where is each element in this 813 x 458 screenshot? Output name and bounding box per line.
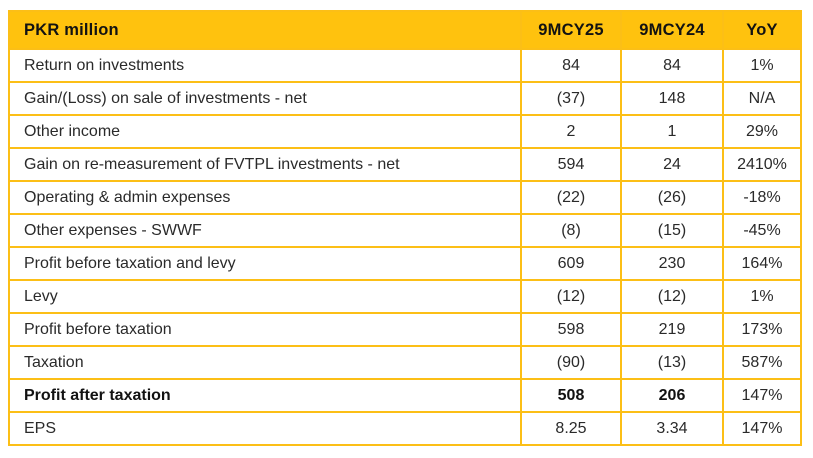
table-row: Other expenses - SWWF (8) (15) -45%	[8, 213, 802, 248]
value-9mcy25: (22)	[520, 180, 622, 215]
row-label: Levy	[8, 279, 522, 314]
value-9mcy25: (12)	[520, 279, 622, 314]
value-yoy: 173%	[722, 312, 802, 347]
value-yoy: N/A	[722, 81, 802, 116]
value-9mcy24: 230	[620, 246, 724, 281]
table-row: Taxation (90) (13) 587%	[8, 345, 802, 380]
value-yoy: 1%	[722, 279, 802, 314]
value-yoy: -18%	[722, 180, 802, 215]
value-yoy: 587%	[722, 345, 802, 380]
value-9mcy24: 219	[620, 312, 724, 347]
value-9mcy25: (8)	[520, 213, 622, 248]
value-9mcy25: 8.25	[520, 411, 622, 446]
table-row-profit-after-taxation: Profit after taxation 508 206 147%	[8, 378, 802, 413]
row-label: Other expenses - SWWF	[8, 213, 522, 248]
header-yoy: YoY	[722, 10, 802, 50]
value-9mcy24: (26)	[620, 180, 724, 215]
value-9mcy25: 594	[520, 147, 622, 182]
value-9mcy25: (37)	[520, 81, 622, 116]
row-label: Profit before taxation	[8, 312, 522, 347]
row-label: Profit after taxation	[8, 378, 522, 413]
table-row: Profit before taxation and levy 609 230 …	[8, 246, 802, 281]
value-9mcy24: 3.34	[620, 411, 724, 446]
table-row: Levy (12) (12) 1%	[8, 279, 802, 314]
value-9mcy25: 508	[520, 378, 622, 413]
value-yoy: 29%	[722, 114, 802, 149]
value-9mcy24: 84	[620, 48, 724, 83]
row-label: Other income	[8, 114, 522, 149]
value-9mcy24: 24	[620, 147, 724, 182]
table-row: Profit before taxation 598 219 173%	[8, 312, 802, 347]
value-9mcy25: 609	[520, 246, 622, 281]
row-label: EPS	[8, 411, 522, 446]
value-9mcy24: (13)	[620, 345, 724, 380]
value-9mcy24: (12)	[620, 279, 724, 314]
value-9mcy24: (15)	[620, 213, 724, 248]
value-9mcy24: 148	[620, 81, 724, 116]
financial-results-table: PKR million 9MCY25 9MCY24 YoY Return on …	[8, 10, 802, 446]
table-row: Gain/(Loss) on sale of investments - net…	[8, 81, 802, 116]
value-9mcy25: 84	[520, 48, 622, 83]
value-yoy: 164%	[722, 246, 802, 281]
table-row: Gain on re-measurement of FVTPL investme…	[8, 147, 802, 182]
value-9mcy25: 598	[520, 312, 622, 347]
row-label: Operating & admin expenses	[8, 180, 522, 215]
value-9mcy25: 2	[520, 114, 622, 149]
value-yoy: 1%	[722, 48, 802, 83]
value-yoy: -45%	[722, 213, 802, 248]
row-label: Gain/(Loss) on sale of investments - net	[8, 81, 522, 116]
value-9mcy24: 206	[620, 378, 724, 413]
table-row: Return on investments 84 84 1%	[8, 48, 802, 83]
header-pkr-million: PKR million	[8, 10, 522, 50]
value-yoy: 147%	[722, 411, 802, 446]
row-label: Taxation	[8, 345, 522, 380]
header-9mcy24: 9MCY24	[620, 10, 724, 50]
row-label: Gain on re-measurement of FVTPL investme…	[8, 147, 522, 182]
row-label: Return on investments	[8, 48, 522, 83]
table-row: Other income 2 1 29%	[8, 114, 802, 149]
table-row: Operating & admin expenses (22) (26) -18…	[8, 180, 802, 215]
value-yoy: 147%	[722, 378, 802, 413]
header-9mcy25: 9MCY25	[520, 10, 622, 50]
value-9mcy25: (90)	[520, 345, 622, 380]
table-header-row: PKR million 9MCY25 9MCY24 YoY	[8, 10, 802, 50]
table-row: EPS 8.25 3.34 147%	[8, 411, 802, 446]
value-yoy: 2410%	[722, 147, 802, 182]
value-9mcy24: 1	[620, 114, 724, 149]
row-label: Profit before taxation and levy	[8, 246, 522, 281]
